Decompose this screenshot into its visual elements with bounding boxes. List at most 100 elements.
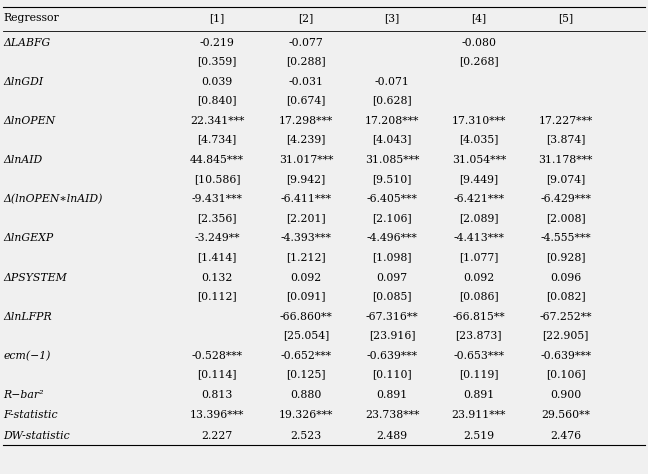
Text: [1.414]: [1.414] [198,252,237,262]
Text: [2.089]: [2.089] [459,213,498,223]
Text: 31.178***: 31.178*** [538,155,593,165]
Text: [0.840]: [0.840] [198,95,237,105]
Text: [4.239]: [4.239] [286,135,325,145]
Text: -0.653***: -0.653*** [454,351,504,361]
Text: [4.734]: [4.734] [198,135,237,145]
Text: [22.905]: [22.905] [542,330,589,340]
Text: [0.082]: [0.082] [546,292,586,301]
Text: ΔLABFG: ΔLABFG [3,37,51,47]
Text: -6.405***: -6.405*** [367,194,417,204]
Text: 0.891: 0.891 [376,390,408,400]
Text: [1]: [1] [209,13,225,23]
Text: [4]: [4] [471,13,487,23]
Text: [4.035]: [4.035] [459,135,498,145]
Text: [25.054]: [25.054] [283,330,329,340]
Text: 17.208***: 17.208*** [365,116,419,126]
Text: [0.091]: [0.091] [286,292,325,301]
Text: ΔlnLFPR: ΔlnLFPR [3,312,52,322]
Text: [0.086]: [0.086] [459,292,499,301]
Text: 0.891: 0.891 [463,390,494,400]
Text: -66.815**: -66.815** [452,312,505,322]
Text: 2.489: 2.489 [376,431,408,441]
Text: [0.114]: [0.114] [198,370,237,380]
Text: -0.080: -0.080 [461,37,496,47]
Text: -9.431***: -9.431*** [192,194,242,204]
Text: 0.092: 0.092 [463,273,494,283]
Text: [9.449]: [9.449] [459,174,498,184]
Text: -0.652***: -0.652*** [281,351,331,361]
Text: [1.077]: [1.077] [459,252,498,262]
Text: [0.928]: [0.928] [546,252,585,262]
Text: 17.310***: 17.310*** [452,116,506,126]
Text: [23.873]: [23.873] [456,330,502,340]
Text: 19.326***: 19.326*** [279,410,333,420]
Text: [2.356]: [2.356] [198,213,237,223]
Text: -4.496***: -4.496*** [367,233,417,243]
Text: 2.523: 2.523 [290,431,321,441]
Text: -6.421***: -6.421*** [454,194,504,204]
Text: 17.227***: 17.227*** [538,116,593,126]
Text: 17.298***: 17.298*** [279,116,333,126]
Text: -4.555***: -4.555*** [540,233,591,243]
Text: -0.077: -0.077 [288,37,323,47]
Text: [0.125]: [0.125] [286,370,325,380]
Text: 13.396***: 13.396*** [190,410,244,420]
Text: [2]: [2] [298,13,314,23]
Text: Δ(lnOPEN∗lnAID): Δ(lnOPEN∗lnAID) [3,194,102,204]
Text: [2.106]: [2.106] [372,213,412,223]
Text: [0.085]: [0.085] [373,292,411,301]
Text: [2.008]: [2.008] [546,213,586,223]
Text: [23.916]: [23.916] [369,330,415,340]
Text: [2.201]: [2.201] [286,213,326,223]
Text: 0.132: 0.132 [202,273,233,283]
Text: 0.096: 0.096 [550,273,581,283]
Text: 0.092: 0.092 [290,273,321,283]
Text: 22.341***: 22.341*** [190,116,244,126]
Text: [4.043]: [4.043] [373,135,411,145]
Text: [0.288]: [0.288] [286,56,326,66]
Text: [0.628]: [0.628] [372,95,412,105]
Text: 2.476: 2.476 [550,431,581,441]
Text: [3]: [3] [384,13,400,23]
Text: 2.519: 2.519 [463,431,494,441]
Text: 0.097: 0.097 [376,273,408,283]
Text: -66.860**: -66.860** [279,312,332,322]
Text: 0.880: 0.880 [290,390,321,400]
Text: ΔlnAID: ΔlnAID [3,155,43,165]
Text: -67.252**: -67.252** [539,312,592,322]
Text: ecm(−1): ecm(−1) [3,351,51,361]
Text: [0.110]: [0.110] [372,370,412,380]
Text: 0.900: 0.900 [550,390,581,400]
Text: Regressor: Regressor [3,13,59,23]
Text: [5]: [5] [558,13,573,23]
Text: ΔlnGDI: ΔlnGDI [3,77,43,87]
Text: -0.219: -0.219 [200,37,235,47]
Text: [9.942]: [9.942] [286,174,325,184]
Text: 0.813: 0.813 [202,390,233,400]
Text: -6.429***: -6.429*** [540,194,591,204]
Text: [1.098]: [1.098] [373,252,411,262]
Text: -3.249**: -3.249** [194,233,240,243]
Text: 2.227: 2.227 [202,431,233,441]
Text: -67.316**: -67.316** [365,312,419,322]
Text: F-statistic: F-statistic [3,410,58,420]
Text: 31.017***: 31.017*** [279,155,333,165]
Text: DW-statistic: DW-statistic [3,431,70,441]
Text: -6.411***: -6.411*** [281,194,331,204]
Text: ΔlnOPEN: ΔlnOPEN [3,116,55,126]
Text: [1.212]: [1.212] [286,252,326,262]
Text: 31.054***: 31.054*** [452,155,506,165]
Text: -0.639***: -0.639*** [540,351,591,361]
Text: 29.560**: 29.560** [541,410,590,420]
Text: [10.586]: [10.586] [194,174,240,184]
Text: 31.085***: 31.085*** [365,155,419,165]
Text: [0.119]: [0.119] [459,370,498,380]
Text: 23.738***: 23.738*** [365,410,419,420]
Text: [0.106]: [0.106] [546,370,586,380]
Text: 0.039: 0.039 [202,77,233,87]
Text: [0.359]: [0.359] [198,56,237,66]
Text: ΔlnGEXP: ΔlnGEXP [3,233,54,243]
Text: [0.674]: [0.674] [286,95,325,105]
Text: [9.074]: [9.074] [546,174,585,184]
Text: [3.874]: [3.874] [546,135,585,145]
